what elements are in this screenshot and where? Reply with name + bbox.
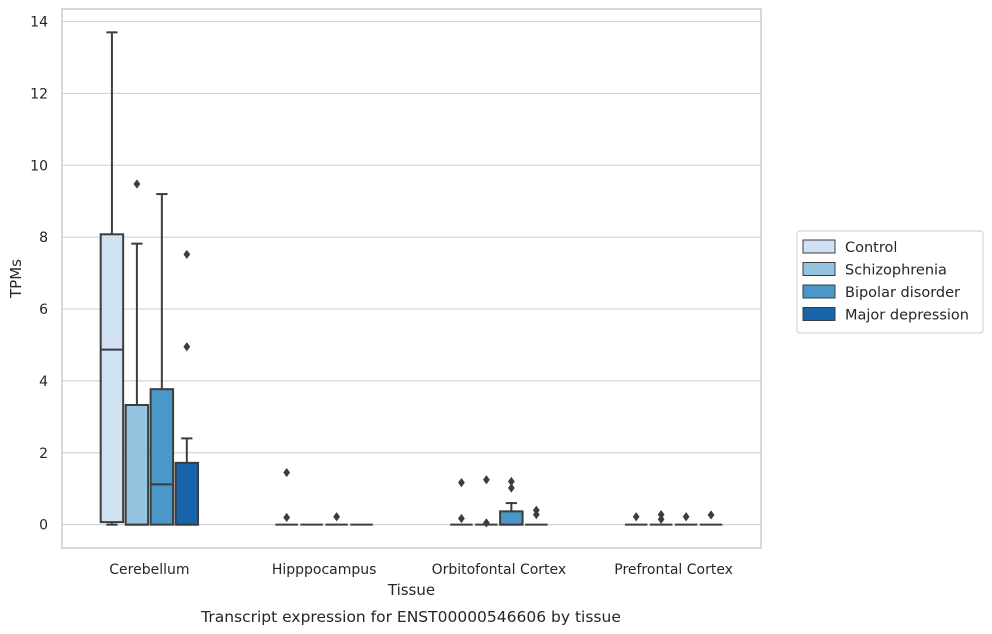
x-tick-label: Hipppocampus: [272, 562, 377, 578]
box-2-3: [525, 505, 548, 526]
legend-frame: [796, 230, 984, 334]
legend: Control Schizophrenia Bipolar disorder Majo…: [796, 230, 984, 334]
x-tick-label: Cerebellum: [109, 562, 189, 578]
box-2-0: [450, 478, 473, 526]
box-body: [499, 510, 524, 526]
outlier-point: [532, 509, 540, 520]
y-tick-label: 2: [39, 446, 48, 462]
box-body: [124, 403, 150, 526]
y-axis-ticks: 0 2 4 6 8 10 12 14: [30, 15, 48, 534]
legend-swatch: [802, 284, 836, 299]
y-tick-label: 6: [39, 302, 48, 318]
box-body: [174, 461, 200, 526]
box-3-2: [674, 512, 698, 526]
box-1-2: [325, 512, 348, 526]
box-1-0: [275, 467, 298, 526]
outlier-point: [657, 509, 665, 520]
outlier-point: [458, 478, 465, 488]
box-3-0: [624, 512, 648, 526]
outlier-point: [507, 483, 515, 493]
y-tick-label: 10: [30, 158, 48, 174]
legend-label: Major depression: [845, 308, 969, 324]
y-tick-label: 12: [30, 86, 48, 102]
x-tick-label: Orbitofontal Cortex: [432, 562, 567, 578]
outlier-point: [133, 179, 141, 189]
outlier-point: [657, 514, 665, 524]
box-0-3: [174, 249, 200, 526]
outlier-point: [183, 249, 191, 260]
y-tick-label: 4: [39, 374, 48, 390]
box-0-1: [124, 179, 150, 526]
outlier-point: [458, 513, 465, 524]
box-0-0: [99, 31, 125, 526]
outlier-point: [283, 512, 291, 523]
x-axis-ticks: Cerebellum Hipppocampus Orbitofontal Corte…: [109, 562, 733, 578]
outlier-point: [707, 510, 715, 520]
chart-title: Transcript expression for ENST0000054660…: [200, 608, 621, 626]
box-body: [99, 233, 125, 524]
y-tick-label: 14: [30, 15, 48, 31]
legend-label: Schizophrenia: [845, 263, 947, 279]
box-body: [149, 388, 175, 526]
box-3-1: [649, 509, 673, 526]
outlier-point: [283, 467, 291, 478]
outlier-point: [507, 476, 515, 487]
grid-lines: [62, 20, 761, 526]
outlier-point: [632, 512, 640, 522]
y-tick-label: 0: [39, 518, 48, 534]
legend-swatch: [802, 239, 836, 254]
outlier-point: [482, 518, 490, 528]
outlier-point: [682, 512, 690, 522]
outlier-point: [333, 512, 341, 522]
legend-label: Bipolar disorder: [845, 285, 960, 301]
legend-label: Control: [845, 240, 897, 256]
box-series: [99, 31, 723, 528]
legend-swatch: [802, 307, 836, 321]
plot-area-frame: [61, 8, 762, 549]
outlier-point: [183, 342, 191, 352]
box-2-2: [499, 476, 524, 526]
box-3-3: [699, 510, 723, 526]
outlier-point: [482, 475, 490, 485]
box-2-1: [475, 475, 498, 528]
y-tick-label: 8: [39, 230, 48, 246]
y-axis-label: TPMs: [7, 259, 25, 299]
x-axis-label: Tissue: [387, 581, 435, 599]
legend-swatch: [802, 262, 836, 276]
x-tick-label: Prefrontal Cortex: [614, 562, 733, 578]
box-0-2: [149, 193, 175, 526]
